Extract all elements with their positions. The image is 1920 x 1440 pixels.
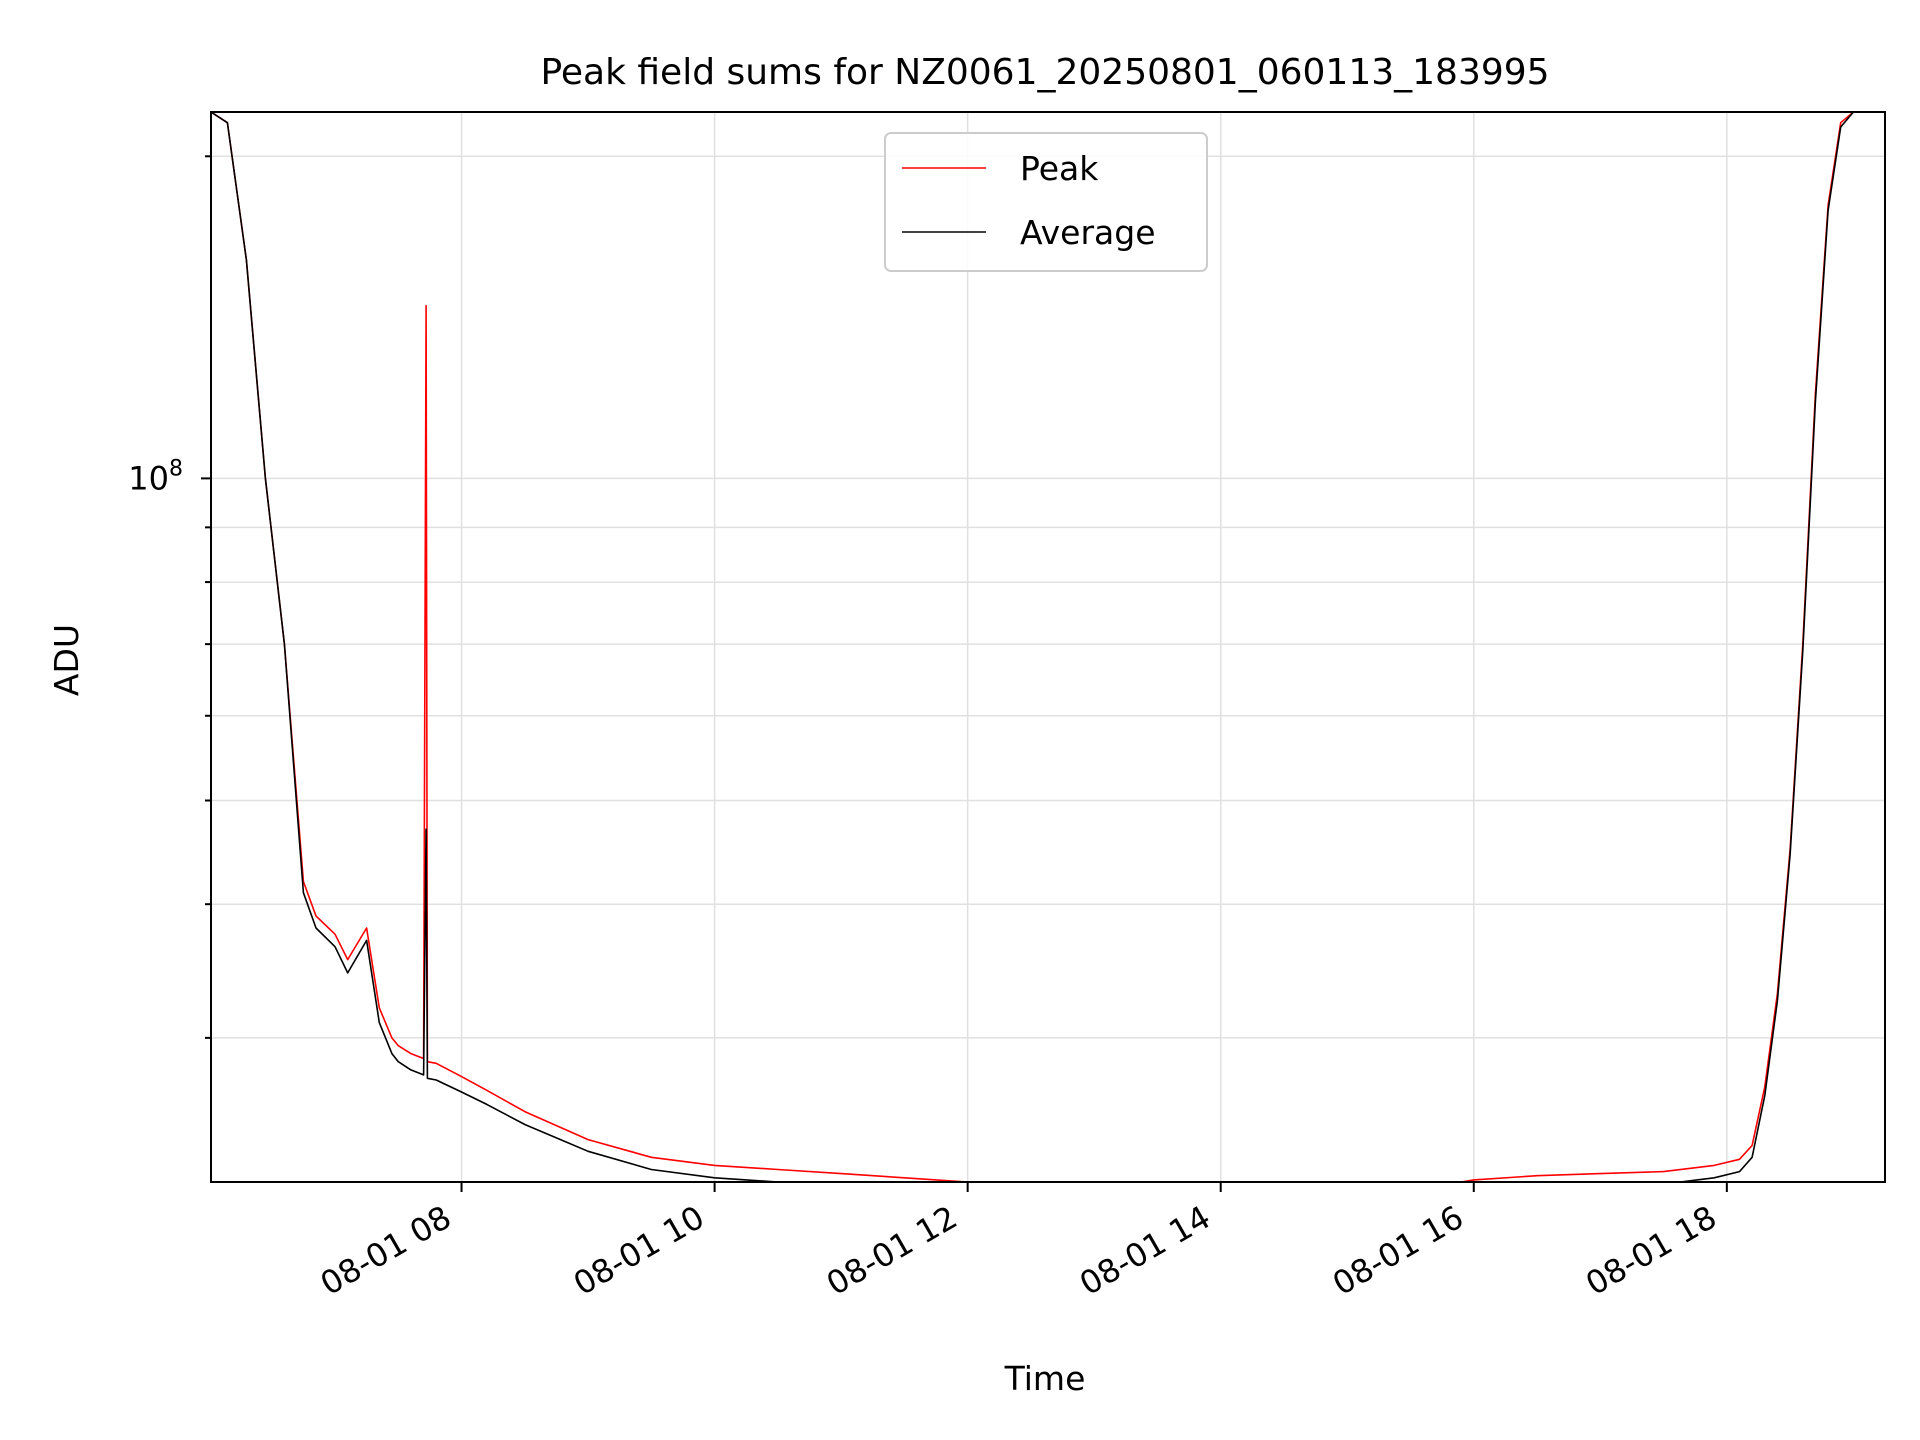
legend-label-peak: Peak <box>1020 149 1099 188</box>
legend: Peak Average <box>884 132 1208 272</box>
series-line-average <box>211 112 1885 1182</box>
series-line-peak <box>211 112 1885 1182</box>
legend-label-average: Average <box>1020 213 1156 252</box>
series-group <box>211 112 1885 1182</box>
axes-frame <box>210 111 1886 1183</box>
chart-title: Peak field sums for NZ0061_20250801_0601… <box>540 52 1549 93</box>
x-axis-label: Time <box>1004 1359 1086 1398</box>
y-axis-label: ADU <box>47 624 86 696</box>
